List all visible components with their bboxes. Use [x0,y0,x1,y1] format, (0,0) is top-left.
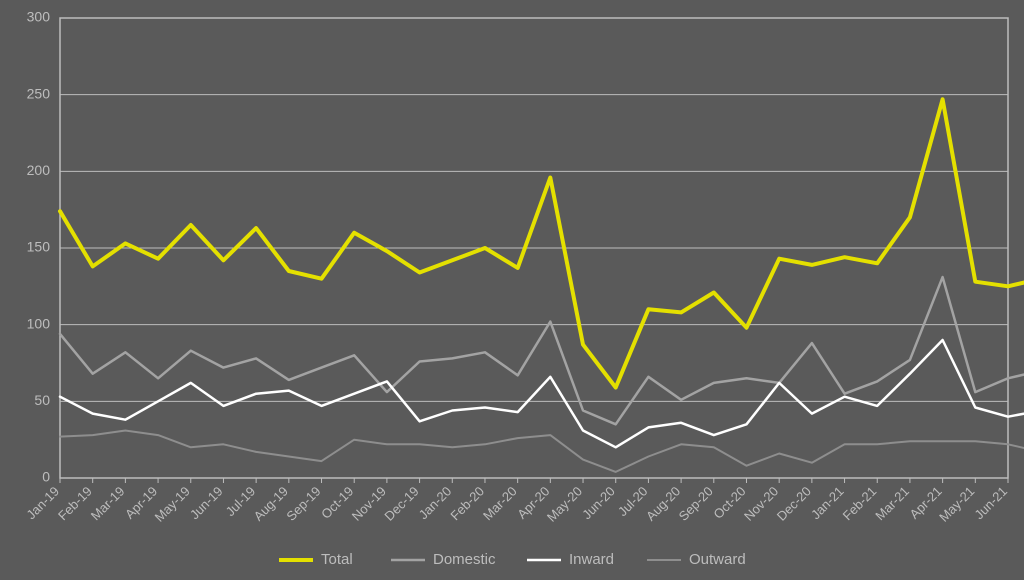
legend-label-inward: Inward [569,551,614,568]
y-tick-label: 50 [34,392,50,408]
legend-label-total: Total [321,551,353,568]
chart-svg: 050100150200250300Jan-19Feb-19Mar-19Apr-… [0,0,1024,580]
y-tick-label: 0 [42,469,50,485]
y-tick-label: 100 [27,315,51,331]
legend-label-domestic: Domestic [433,551,496,568]
y-tick-label: 150 [27,239,51,255]
legend-label-outward: Outward [689,551,746,568]
y-tick-label: 200 [27,162,51,178]
y-tick-label: 250 [27,85,51,101]
line-chart: 050100150200250300Jan-19Feb-19Mar-19Apr-… [0,0,1024,580]
y-tick-label: 300 [27,9,51,25]
